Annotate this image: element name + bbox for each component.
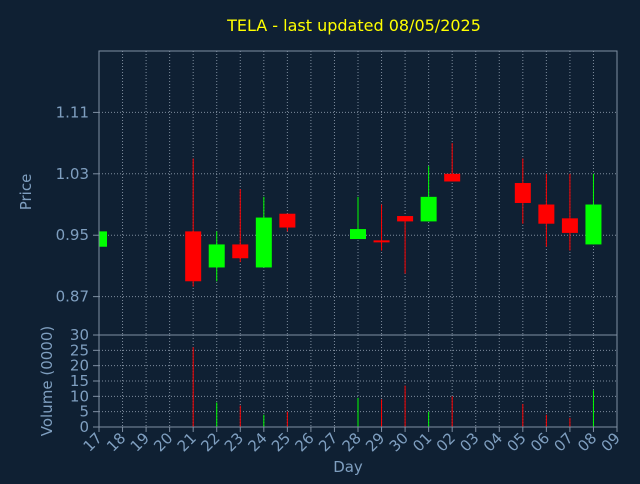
candle-body <box>373 240 390 243</box>
volume-axis-label: Volume (0000) <box>38 326 56 436</box>
volume-tick-label: 0 <box>79 418 89 436</box>
chart-title: TELA - last updated 08/05/2025 <box>226 16 481 35</box>
x-ticks: 1718192021222324252627282930010203040506… <box>80 427 624 455</box>
volume-tick-label: 25 <box>70 341 89 359</box>
candle-body <box>585 204 602 245</box>
candle-body <box>232 244 249 259</box>
volume-tick-label: 10 <box>70 387 89 405</box>
price-tick-label: 1.03 <box>56 165 89 183</box>
candle-body <box>279 213 296 228</box>
volume-tick-label: 15 <box>70 372 89 390</box>
price-tick-label: 1.11 <box>56 103 89 121</box>
candle-body <box>538 204 555 224</box>
volume-tick-label: 20 <box>70 357 89 375</box>
candle-body <box>444 173 461 182</box>
candles <box>98 143 602 287</box>
candle-body <box>255 217 272 268</box>
price-tick-label: 0.87 <box>56 288 89 306</box>
price-axis-label: Price <box>17 174 35 211</box>
candle-body <box>99 231 107 247</box>
price-ticks: 0.87 0.95 1.03 1.11 <box>56 103 99 306</box>
candle-body <box>350 229 366 240</box>
volume-tick-label: 30 <box>70 326 89 344</box>
candle-body <box>514 183 531 203</box>
x-axis-label: Day <box>333 458 363 476</box>
candle-body <box>185 231 202 282</box>
volume-bars <box>192 347 594 427</box>
price-tick-label: 0.95 <box>56 226 89 244</box>
candle-body <box>397 216 414 222</box>
candle-body <box>420 196 437 222</box>
candle-body <box>561 218 578 233</box>
candle-body <box>208 244 225 268</box>
volume-tick-label: 5 <box>79 403 89 421</box>
volume-panel-frame <box>98 334 618 428</box>
